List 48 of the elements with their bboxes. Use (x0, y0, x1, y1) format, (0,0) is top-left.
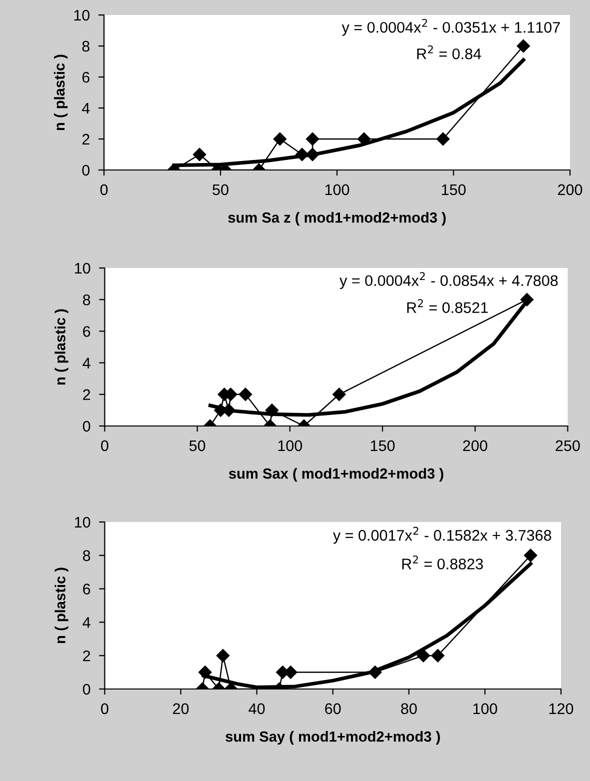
y-tick-label: 8 (82, 550, 90, 562)
x-axis-title: sum Sax ( mod1+mod2+mod3 ) (228, 468, 444, 482)
y-tick-label: 0 (82, 684, 90, 695)
y-tick-label: 2 (83, 389, 90, 400)
x-tick-label: 60 (325, 703, 341, 714)
y-tick-label: 8 (82, 294, 90, 306)
x-tick-label: 0 (101, 440, 108, 452)
x-tick-label: 20 (173, 703, 189, 714)
x-tick-label: 80 (401, 703, 417, 714)
x-tick-label: 0 (100, 184, 108, 196)
x-tick-label: 150 (442, 184, 466, 196)
x-tick-label: 200 (558, 184, 582, 196)
x-tick-label: 100 (473, 703, 498, 714)
x-tick-label: 200 (463, 440, 488, 452)
x-tick-label: 120 (549, 703, 574, 714)
y-tick-label: 6 (83, 326, 90, 337)
y-tick-label: 4 (82, 358, 90, 368)
annotation: R$^{2}$ = 0.84 (417, 45, 482, 60)
x-axis-title: sum Say ( mod1+mod2+mod3 ) (226, 731, 440, 745)
y-tick-label: 10 (74, 262, 90, 274)
annotation: R$^{2}$ = 0.8823 (402, 555, 483, 570)
annotation: y = 0.0017x$^{2}$ - 0.1582x + 3.7368 (332, 526, 552, 544)
x-tick-label: 250 (556, 440, 580, 452)
y-tick-label: 4 (82, 103, 90, 114)
x-tick-label: 150 (370, 440, 395, 452)
x-tick-label: 0 (101, 703, 108, 714)
x-axis-title: sum Sa z ( mod1+mod2+mod3 ) (228, 212, 446, 226)
y-tick-label: 10 (74, 10, 90, 21)
x-tick-label: 100 (278, 440, 302, 452)
y-tick-label: 6 (82, 72, 90, 83)
annotation: y = 0.0004x$^{2}$ - 0.0854x + 4.7808 (340, 272, 558, 290)
x-tick-label: 40 (248, 703, 265, 714)
y-tick-label: 10 (74, 516, 90, 528)
x-tick-label: 100 (325, 184, 350, 196)
y-axis-title: n ( plastic ) (54, 54, 68, 130)
y-tick-label: 4 (82, 617, 90, 628)
annotation: R$^{2}$ = 0.8521 (407, 299, 488, 314)
y-tick-label: 0 (82, 164, 90, 176)
y-axis-title: n ( plastic ) (54, 309, 68, 385)
y-axis-title: n ( plastic ) (54, 568, 68, 644)
y-tick-label: 2 (82, 134, 90, 145)
y-tick-label: 0 (82, 420, 90, 432)
y-tick-label: 8 (82, 40, 90, 52)
annotation: y = 0.0004x$^{2}$ - 0.0351x + 1.1107 (342, 18, 560, 36)
y-tick-label: 6 (83, 584, 90, 594)
x-tick-label: 50 (212, 184, 228, 196)
y-tick-label: 2 (83, 650, 90, 662)
x-tick-label: 50 (189, 440, 206, 452)
